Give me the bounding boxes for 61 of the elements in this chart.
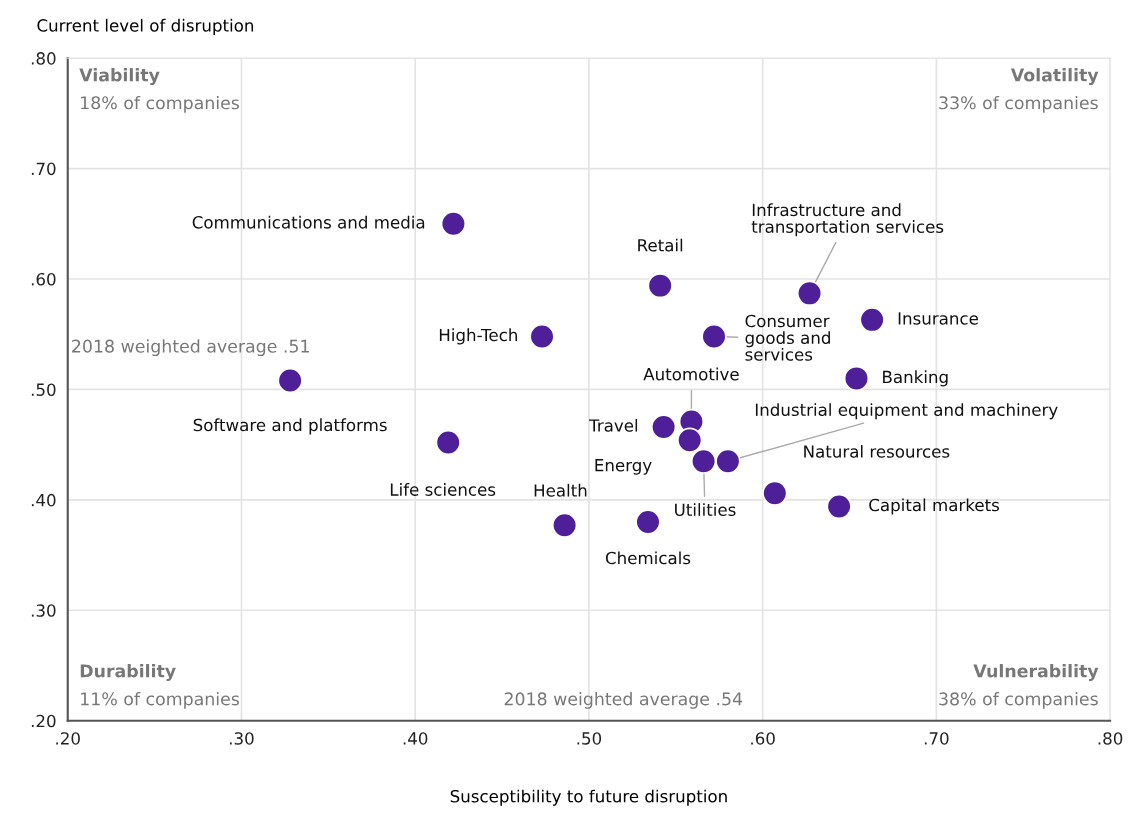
annotation: 2018 weighted average .54 (504, 691, 743, 709)
annotation: Communications and media (192, 215, 425, 229)
x-tick-label: .80 (1098, 732, 1123, 745)
point (715, 448, 741, 474)
annotation: Infrastructure and transportation services (751, 203, 944, 237)
point (635, 509, 661, 535)
annotation: Consumer goods and services (745, 314, 830, 361)
annotation: Banking (883, 370, 948, 387)
x-tick-label: .70 (924, 732, 949, 745)
annotation: Viability (79, 68, 160, 86)
y-tick-label: .70 (31, 162, 56, 176)
y-tick-label: .30 (31, 604, 56, 617)
annotation: Life sciences (390, 482, 496, 496)
x-tick-label: .20 (56, 732, 80, 745)
point (277, 367, 303, 394)
annotation: 18% of companies (81, 95, 239, 113)
annotation: Automotive (643, 367, 739, 381)
point (796, 280, 823, 307)
annotation: 11% of companies (81, 691, 239, 709)
annotation: 38% of companies (939, 691, 1098, 709)
point (529, 323, 555, 350)
point (647, 272, 673, 299)
annotation: 2018 weighted average .51 (72, 339, 309, 357)
y-tick-label: .40 (31, 493, 56, 507)
point (826, 493, 852, 520)
annotation: Travel (589, 418, 638, 432)
annotation: Capital markets (869, 498, 1000, 515)
annotation: Natural resources (804, 444, 950, 458)
annotation: Retail (638, 238, 683, 252)
y-tick-label: .20 (31, 714, 56, 728)
annotation: Vulnerability (973, 664, 1099, 681)
point (650, 414, 677, 440)
annotation: Utilities (675, 503, 736, 517)
point (677, 427, 703, 453)
y-tick-label: .50 (31, 383, 56, 396)
point (551, 512, 578, 538)
annotation: 33% of companies (939, 95, 1098, 113)
annotation: High-Tech (439, 328, 517, 345)
annotation: Insurance (898, 312, 978, 325)
x-tick-label: .30 (229, 732, 254, 745)
annotation: Industrial equipment and machinery (755, 403, 1058, 420)
x-tick-label: .60 (751, 732, 775, 745)
point (690, 448, 717, 474)
point (843, 365, 870, 392)
point (435, 429, 461, 456)
annotation: Chemicals (605, 551, 691, 565)
x-tick-label: .40 (403, 732, 428, 745)
point (440, 211, 467, 237)
point (762, 480, 788, 506)
y-axis-title: Current level of disruption (37, 18, 254, 35)
y-tick-label: .80 (31, 52, 56, 65)
annotation: Energy (595, 459, 652, 475)
x-axis-title: Susceptibility to future disruption (450, 789, 727, 806)
point (859, 307, 885, 333)
point (701, 323, 727, 350)
x-tick-label: .50 (577, 732, 602, 745)
annotation: Volatility (1010, 68, 1099, 86)
annotation: Durability (80, 664, 176, 681)
y-tick-label: .60 (31, 272, 56, 286)
annotation: Software and platforms (193, 418, 387, 435)
annotation: Health (534, 483, 587, 497)
